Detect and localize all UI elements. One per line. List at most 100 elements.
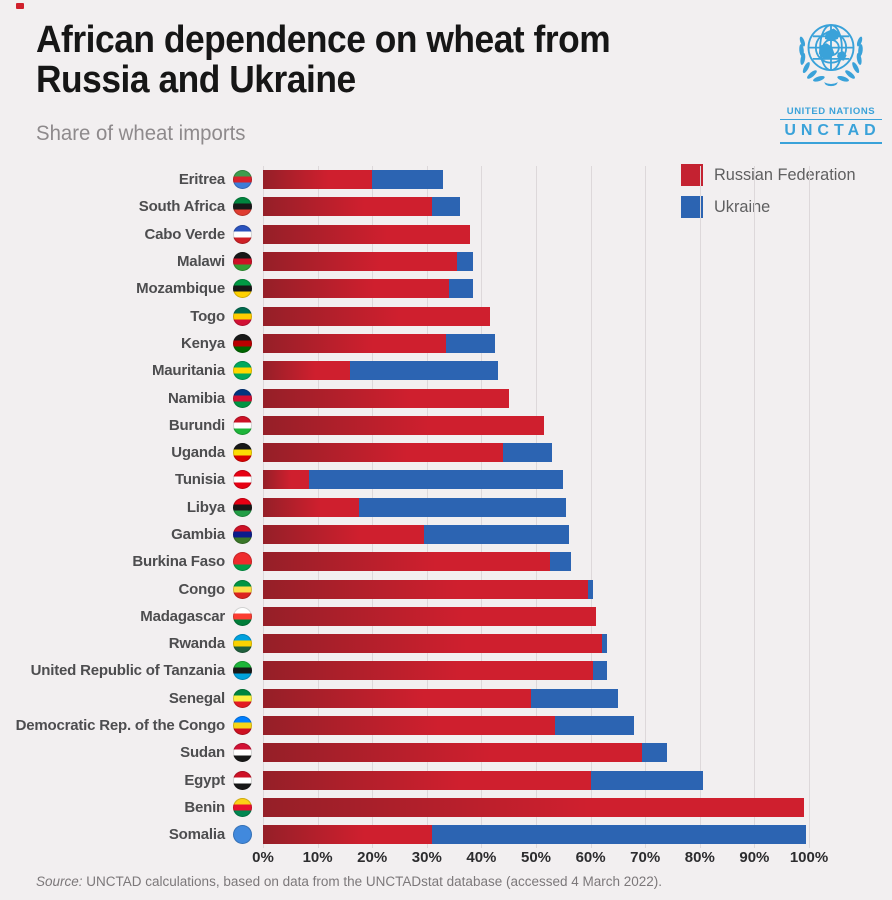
un-emblem-icon bbox=[799, 24, 863, 87]
country-label: Malawi bbox=[177, 253, 225, 271]
bar-segment-ukraine bbox=[309, 470, 564, 490]
country-flag-icon bbox=[233, 525, 252, 544]
bar-segment-ukraine bbox=[424, 525, 569, 544]
country-label: Somalia bbox=[168, 826, 225, 844]
country-row: Eritrea bbox=[0, 166, 892, 193]
country-row: Mauritania bbox=[0, 357, 892, 384]
bar-segment-ukraine bbox=[432, 197, 460, 217]
bar-segment-ukraine bbox=[350, 361, 498, 381]
country-row: Uganda bbox=[0, 439, 892, 466]
country-row: Democratic Rep. of the Congo bbox=[0, 712, 892, 739]
bar-segment-russia bbox=[263, 552, 550, 572]
bar-segment-russia bbox=[263, 252, 457, 272]
country-flag-icon bbox=[233, 552, 252, 572]
country-row: Sudan bbox=[0, 739, 892, 766]
country-row: Namibia bbox=[0, 384, 892, 411]
country-row: Senegal bbox=[0, 685, 892, 712]
bar-segment-russia bbox=[263, 279, 449, 299]
stacked-bar bbox=[263, 443, 553, 463]
stacked-bar bbox=[263, 470, 564, 490]
country-row: Rwanda bbox=[0, 630, 892, 657]
stacked-bar bbox=[263, 770, 703, 790]
country-flag-icon bbox=[233, 470, 252, 490]
bar-segment-ukraine bbox=[555, 716, 635, 736]
country-label: Burkina Faso bbox=[132, 553, 225, 571]
corner-artifact bbox=[16, 3, 24, 9]
x-axis-tick: 10% bbox=[302, 849, 333, 866]
country-flag-icon bbox=[233, 279, 252, 299]
country-flag-icon bbox=[233, 333, 252, 353]
country-flag-icon bbox=[233, 497, 252, 517]
unctad-logo: UNITED NATIONS UNCTAD bbox=[776, 12, 886, 146]
stacked-bar bbox=[263, 634, 607, 654]
country-flag-icon bbox=[233, 252, 252, 272]
chart: Eritrea South Africa Cabo Verde Malawi Mozam… bbox=[0, 166, 892, 848]
legend-label: Ukraine bbox=[714, 197, 771, 216]
country-flag-icon bbox=[233, 224, 252, 244]
stacked-bar bbox=[263, 525, 569, 544]
legend-label: Russian Federation bbox=[714, 165, 856, 184]
bar-segment-russia bbox=[263, 797, 804, 817]
country-label: South Africa bbox=[138, 198, 225, 216]
country-label: Senegal bbox=[168, 689, 225, 707]
bar-segment-russia bbox=[263, 579, 588, 599]
country-flag-icon bbox=[233, 634, 252, 654]
logo-divider bbox=[780, 142, 882, 144]
stacked-bar bbox=[263, 252, 474, 272]
bar-segment-ukraine bbox=[601, 634, 607, 654]
gridline bbox=[699, 166, 701, 848]
country-row: Libya bbox=[0, 494, 892, 521]
country-label: Mauritania bbox=[151, 362, 225, 380]
gridline bbox=[809, 166, 810, 848]
stacked-bar bbox=[263, 415, 545, 435]
country-flag-icon bbox=[233, 415, 252, 435]
bar-segment-russia bbox=[263, 661, 594, 681]
stacked-bar bbox=[263, 279, 474, 299]
bar-segment-russia bbox=[263, 388, 509, 408]
bar-segment-russia bbox=[263, 606, 597, 626]
country-label: Democratic Rep. of the Congo bbox=[15, 717, 226, 735]
country-label: Togo bbox=[190, 307, 225, 325]
stacked-bar bbox=[263, 716, 635, 736]
country-row: Gambia bbox=[0, 521, 892, 548]
stacked-bar bbox=[263, 224, 471, 244]
stacked-bar bbox=[263, 579, 594, 599]
x-axis-tick: 30% bbox=[411, 849, 442, 866]
stacked-bar bbox=[263, 606, 597, 626]
stacked-bar bbox=[263, 306, 490, 326]
country-flag-icon bbox=[233, 197, 252, 217]
stacked-bar bbox=[263, 661, 607, 681]
bar-segment-ukraine bbox=[358, 497, 567, 517]
bar-segment-russia bbox=[263, 525, 425, 544]
country-label: Gambia bbox=[171, 526, 225, 543]
source-note: Source: UNCTAD calculations, based on da… bbox=[36, 874, 662, 889]
country-row: South Africa bbox=[0, 193, 892, 220]
stacked-bar bbox=[263, 688, 618, 708]
country-label: Burundi bbox=[168, 416, 225, 434]
bar-segment-ukraine bbox=[448, 279, 474, 299]
country-label: Rwanda bbox=[168, 635, 226, 653]
legend-item: Russian Federation bbox=[681, 164, 861, 186]
country-label: Libya bbox=[186, 498, 225, 516]
x-axis-tick: 70% bbox=[630, 849, 661, 866]
country-row: Congo bbox=[0, 575, 892, 602]
country-label: Congo bbox=[178, 580, 226, 598]
country-row: Cabo Verde bbox=[0, 221, 892, 248]
bar-segment-russia bbox=[263, 770, 591, 790]
stacked-bar bbox=[263, 552, 572, 572]
country-flag-icon bbox=[233, 797, 252, 817]
country-label: Eritrea bbox=[178, 171, 225, 189]
stacked-bar bbox=[263, 388, 509, 408]
bar-segment-ukraine bbox=[590, 770, 703, 790]
title-line-1: African dependence on wheat from bbox=[36, 19, 611, 61]
bar-segment-ukraine bbox=[445, 333, 496, 353]
country-row: Tunisia bbox=[0, 466, 892, 493]
x-axis-tick: 100% bbox=[789, 849, 829, 866]
bar-segment-russia bbox=[263, 306, 490, 326]
source-text: UNCTAD calculations, based on data from … bbox=[82, 874, 663, 889]
country-row: Egypt bbox=[0, 767, 892, 794]
country-flag-icon bbox=[233, 661, 252, 681]
country-label: Kenya bbox=[180, 334, 225, 352]
country-label: Namibia bbox=[168, 389, 225, 407]
country-label: Egypt bbox=[184, 771, 225, 789]
